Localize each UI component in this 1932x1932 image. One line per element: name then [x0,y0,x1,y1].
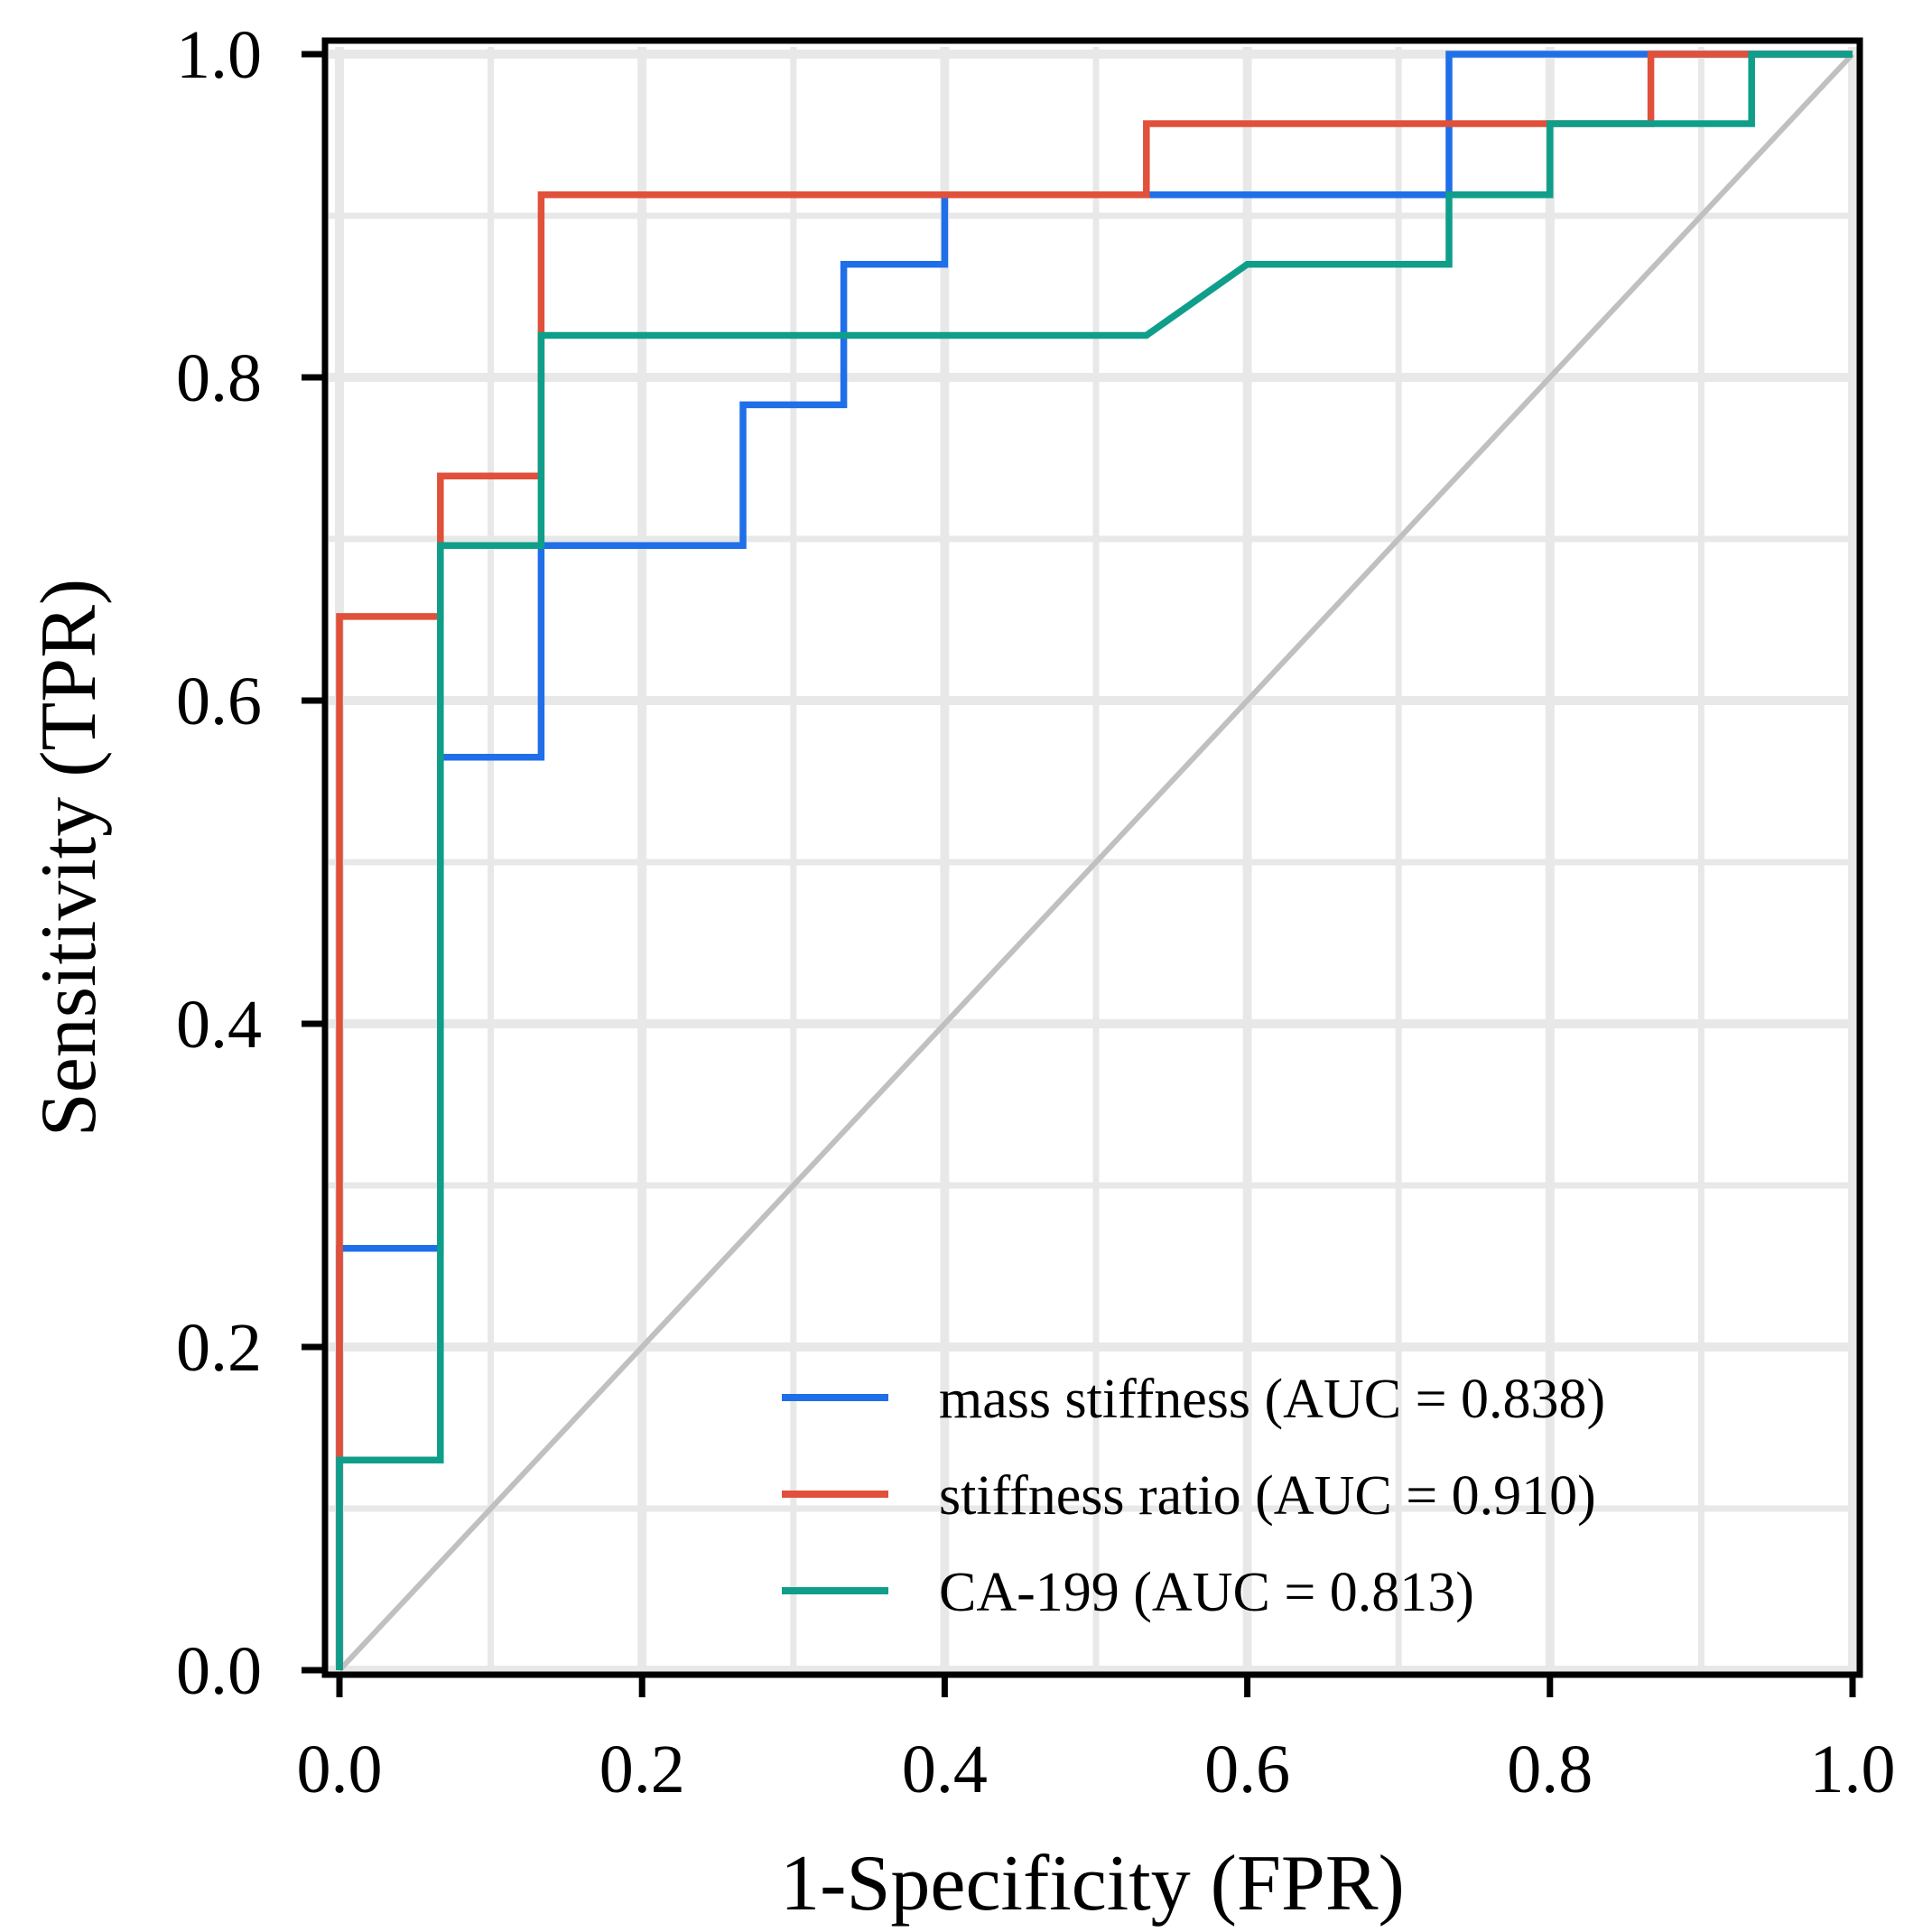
reference-layer [337,51,1855,1673]
plot-frame [321,37,1863,1678]
x-tick-label: 0.6 [1204,1732,1290,1807]
y-tick-label: 0.8 [176,340,262,416]
legend-label: CA-199 (AUC = 0.813) [939,1562,1474,1623]
x-tick-label: 0.4 [902,1732,988,1807]
series-line-ca-199 [336,51,1853,1670]
plot-area [325,41,1860,1675]
series-layer [336,51,1853,1670]
y-tick-label: 0.2 [176,1310,262,1386]
y-tick-label: 1.0 [176,17,262,93]
x-tick-label: 0.8 [1507,1732,1593,1807]
x-tick-label: 0.2 [599,1732,685,1807]
series-line-stiffness-ratio [336,51,1853,1670]
y-axis-title: Sensitivity (TPR) [25,579,113,1138]
chance-diagonal-line [337,51,1855,1673]
x-tick-label: 1.0 [1810,1732,1896,1807]
legend-label: stiffness ratio (AUC = 0.910) [939,1465,1596,1527]
legend-label: mass stiffness (AUC = 0.838) [939,1369,1605,1430]
x-axis-title: 1-Specificity (FPR) [780,1840,1405,1927]
axis-ticks: 0.0 0.2 0.4 0.6 0.8 1.0 0.0 0.2 0.4 0.6 0.8 1.0 [176,17,1896,1807]
y-tick-label: 0.4 [176,987,262,1063]
y-tick-label: 0.6 [176,664,262,739]
x-tick-label: 0.0 [297,1732,383,1807]
y-tick-label: 0.0 [176,1633,262,1709]
legend: mass stiffness (AUC = 0.838) stiffness ra… [782,1369,1605,1623]
